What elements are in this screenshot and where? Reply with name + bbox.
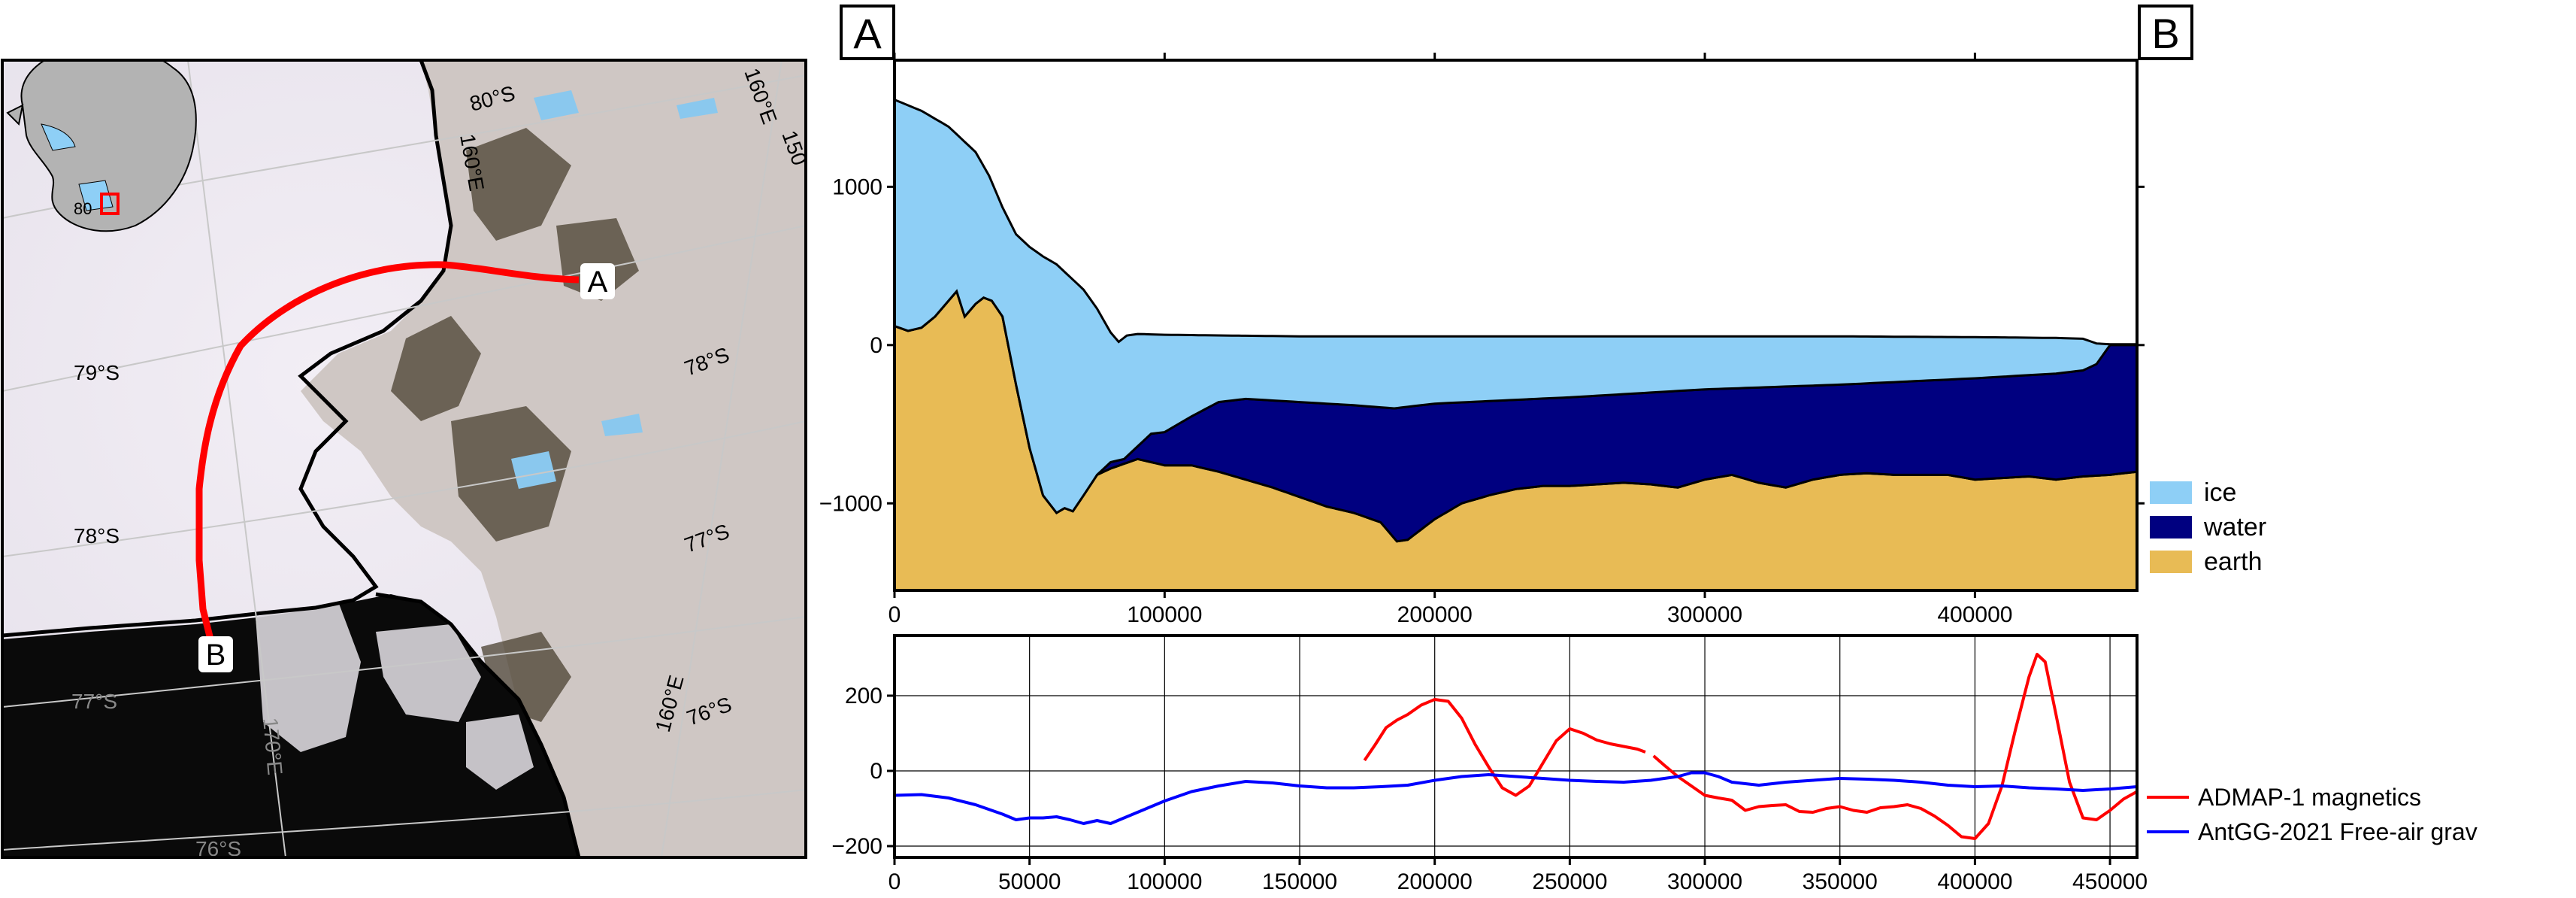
satellite-map: A B 80°S 79°S 78°S 78°S 77°S 77°S 76°S 7… — [2, 60, 806, 860]
lat-label: 77°S — [71, 690, 117, 713]
x-tick-label: 100000 — [1127, 869, 1202, 894]
legend-label-ice: ice — [2204, 478, 2236, 507]
x-tick-label: 200000 — [1397, 869, 1473, 894]
series-line-0 — [1363, 698, 1646, 797]
map-frame — [1, 59, 807, 859]
x-tick-label: 300000 — [1667, 602, 1742, 627]
cross-section-areas — [894, 98, 2137, 590]
x-tick-label: 450000 — [2072, 869, 2148, 894]
anomaly-legend: ADMAP-1 magnetics AntGG-2021 Free-air gra… — [2147, 784, 2478, 845]
lat-label: 79°S — [74, 361, 120, 384]
ice-area — [894, 98, 2137, 514]
x-tick-label: 0 — [888, 869, 901, 894]
coastline — [2, 60, 581, 857]
sea-ice-floes — [256, 602, 534, 790]
x-tick-label: 0 — [888, 602, 901, 627]
cross-section-axes: 0 100000 200000 300000 400000 1000 0 −1000 — [819, 53, 2145, 627]
x-tick-label: 50000 — [998, 869, 1061, 894]
lat-label: 76°S — [195, 837, 241, 860]
series-line-0 — [1652, 653, 2137, 840]
x-tick-label: 400000 — [1937, 602, 2012, 627]
x-tick-label: 100000 — [1127, 602, 1202, 627]
anomaly-series — [894, 653, 2137, 840]
x-tick-label: 200000 — [1397, 602, 1473, 627]
inset-location-box — [100, 193, 120, 215]
lat-label: 78°S — [74, 524, 120, 548]
cross-section-legend: ice water earth — [2150, 478, 2266, 576]
profile-start-text: A — [853, 10, 882, 57]
legend-swatch-water — [2150, 516, 2192, 538]
anomaly-axes: 0 50000 100000 150000 200000 250000 300000 3500… — [831, 684, 2148, 894]
y-tick-label: 0 — [870, 759, 882, 784]
endpoint-b-label: B — [198, 636, 233, 672]
x-tick-label: 400000 — [1937, 869, 2012, 894]
legend-swatch-ice — [2150, 481, 2192, 504]
y-tick-label: 1000 — [832, 174, 882, 199]
profile-track-line[interactable] — [195, 261, 580, 656]
x-tick-label: 350000 — [1803, 869, 1878, 894]
legend-label-water: water — [2203, 513, 2266, 542]
antarctica-shape — [6, 60, 197, 232]
legend-swatch-earth — [2150, 551, 2192, 573]
x-tick-label: 250000 — [1532, 869, 1607, 894]
legend-label-0: ADMAP-1 magnetics — [2198, 784, 2421, 811]
y-tick-label: −1000 — [819, 491, 882, 516]
series-line-1 — [894, 771, 2137, 825]
y-tick-label: −200 — [831, 834, 882, 859]
antarctica-inset-map: 80 — [6, 60, 197, 232]
y-tick-label: 0 — [870, 333, 882, 358]
anomaly-chart: 0 50000 100000 150000 200000 250000 300000 3500… — [831, 634, 2478, 894]
lon-label: 170°E — [259, 717, 287, 776]
endpoint-a-text: A — [588, 265, 608, 299]
y-tick-label: 200 — [845, 684, 882, 708]
x-tick-label: 300000 — [1667, 869, 1742, 894]
anomaly-frame — [893, 634, 2139, 859]
cross-section-frame — [893, 59, 2139, 592]
endpoint-a-label: A — [580, 263, 615, 299]
profile-end-label: B — [2138, 5, 2193, 60]
profile-end-text: B — [2151, 10, 2179, 57]
legend-label-1: AntGG-2021 Free-air grav — [2198, 818, 2478, 845]
x-tick-label: 150000 — [1262, 869, 1337, 894]
endpoint-b-text: B — [206, 639, 226, 672]
profile-start-label: A — [840, 5, 895, 60]
inset-lat-label: 80 — [74, 199, 92, 218]
legend-label-earth: earth — [2204, 548, 2263, 576]
